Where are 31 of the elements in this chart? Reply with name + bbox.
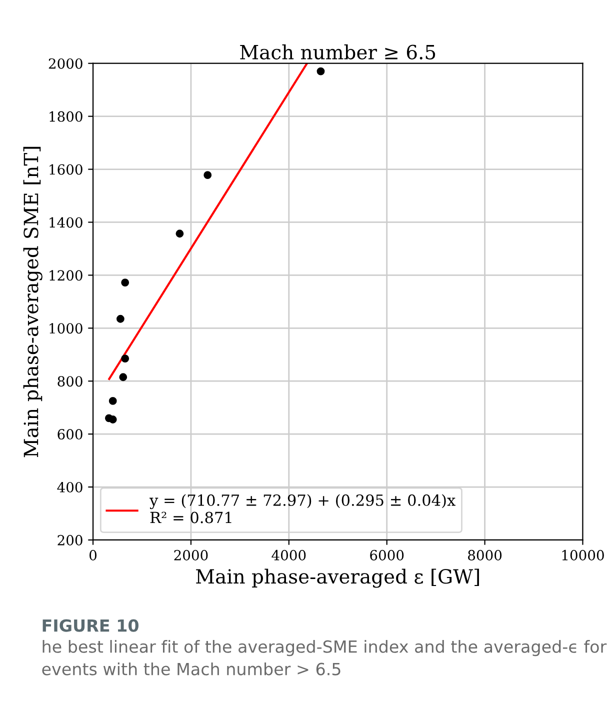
y-tick-label: 1200	[50, 270, 82, 281]
point	[316, 67, 325, 76]
x-tick-label: 0	[90, 550, 97, 560]
y-tick-label: 600	[58, 429, 82, 440]
x-tick-label: 10000	[562, 550, 604, 560]
y-tick-label: 2000	[48, 58, 82, 69]
text: he best linear fit of the averaged-SME index and the averaged-ϵ for events with the Mach number > 6.5	[42, 640, 607, 676]
caption: FIGURE 10	[42, 619, 138, 632]
x-tick-label: 4000	[272, 550, 306, 560]
point	[176, 230, 184, 238]
y-tick-label: 200	[58, 534, 82, 546]
y-tick-label: 800	[58, 376, 82, 387]
legend-label: y = (710.77 ± 72.97) + (0.295 ± 0.04)x R² = 0.871	[150, 494, 456, 524]
point	[116, 314, 124, 323]
x-axis-title: Main phase-averaged ε [GW]	[196, 568, 479, 588]
y-tick-label: 1400	[50, 217, 82, 228]
x-tick-label: 2000	[174, 550, 208, 560]
y-tick-label: 1600	[50, 164, 82, 175]
point	[121, 278, 130, 287]
chart-title: Mach number ≥ 6.5	[240, 44, 436, 60]
point	[108, 397, 117, 405]
point	[121, 354, 130, 363]
point	[108, 416, 117, 424]
y-tick-label: 1000	[50, 323, 82, 334]
x-tick-label: 6000	[370, 550, 404, 560]
y-tick-label: 1800	[50, 111, 82, 122]
x-tick-label: 8000	[468, 550, 502, 560]
point	[204, 171, 212, 180]
point	[119, 373, 128, 382]
y-tick-label: 400	[57, 482, 82, 492]
y-axis-title: Main phase-averaged SME [nT]	[23, 146, 42, 458]
